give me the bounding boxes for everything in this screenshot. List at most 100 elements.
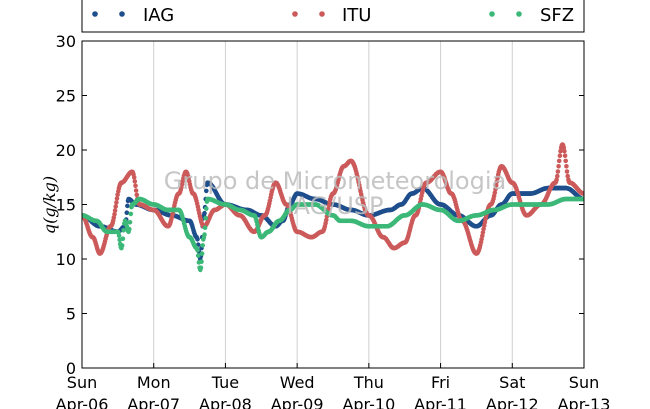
x-tick-date-label: Apr-12 <box>486 395 539 409</box>
data-point <box>112 211 117 217</box>
data-point <box>199 251 205 256</box>
data-point <box>113 204 118 209</box>
data-point <box>125 203 130 209</box>
series-layer <box>82 142 584 273</box>
data-point <box>127 220 133 225</box>
data-point <box>557 153 563 158</box>
data-point <box>112 208 118 213</box>
data-point <box>120 236 126 241</box>
x-tick-date-label: Apr-13 <box>558 395 611 409</box>
legend-marker-itu <box>292 11 298 17</box>
data-point <box>127 226 132 232</box>
legend-entry-sfz: SFZ <box>489 5 574 26</box>
x-tick-date-label: Apr-07 <box>127 395 180 409</box>
x-tick-day-label: Tue <box>211 373 239 392</box>
x-tick-day-label: Mon <box>137 373 171 392</box>
data-point <box>195 247 200 253</box>
data-point <box>555 173 560 179</box>
watermark-line-2: IAG/USP <box>286 192 383 220</box>
data-point <box>581 191 584 196</box>
y-axis-label: q(g/kg) <box>40 176 59 234</box>
legend-marker-sfz <box>516 11 522 17</box>
data-point <box>116 233 122 239</box>
data-point <box>119 243 125 248</box>
x-tick-date-label: Apr-08 <box>199 395 252 409</box>
y-tick-label: 0 <box>66 359 76 378</box>
y-tick-label: 30 <box>56 32 76 51</box>
data-point <box>562 148 567 154</box>
data-point <box>564 164 569 169</box>
data-point <box>134 192 140 198</box>
legend-marker-itu <box>319 11 325 17</box>
data-point <box>204 188 209 194</box>
data-point <box>133 183 138 189</box>
data-point <box>200 243 205 248</box>
data-point <box>124 210 130 215</box>
data-point <box>556 164 561 169</box>
data-point <box>198 265 204 271</box>
data-point <box>554 177 559 182</box>
x-tick-date-label: Apr-10 <box>342 395 395 409</box>
x-tick-day-label: Fri <box>431 373 450 392</box>
legend-marker-sfz <box>489 11 495 17</box>
data-point <box>482 223 487 228</box>
data-point <box>561 145 567 150</box>
data-point <box>492 190 498 195</box>
data-point <box>132 179 138 184</box>
data-point <box>562 153 568 158</box>
y-tick-label: 15 <box>56 196 76 215</box>
x-tick-day-label: Thu <box>353 373 384 392</box>
x-tick-day-label: Sat <box>499 373 525 392</box>
y-tick-label: 20 <box>56 141 76 160</box>
x-tick-date-label: Apr-06 <box>56 395 109 409</box>
data-point <box>128 211 134 217</box>
legend-label-itu: ITU <box>342 5 371 26</box>
data-point <box>114 200 119 205</box>
data-point <box>564 169 570 174</box>
data-point <box>204 206 209 211</box>
legend-label-sfz: SFZ <box>540 5 574 26</box>
data-point <box>563 158 568 164</box>
data-point <box>133 188 139 193</box>
data-point <box>324 217 329 223</box>
data-point <box>558 148 563 154</box>
data-point <box>480 230 486 235</box>
data-point <box>493 186 498 192</box>
x-axis: Sun Apr-06 Mon Apr-07 Tue Apr-08 Wed Apr-09 Thu A… <box>56 363 611 409</box>
data-point <box>121 228 126 233</box>
y-axis: 0 5 10 15 20 25 30 <box>56 32 584 378</box>
data-point <box>199 259 204 265</box>
watermark: Grupo de Micrometeorologia IAG/USP <box>164 167 506 220</box>
data-point <box>195 237 200 242</box>
data-point <box>565 173 570 179</box>
y-tick-label: 10 <box>56 250 76 269</box>
data-point <box>581 196 584 202</box>
data-point <box>480 233 485 239</box>
data-point <box>203 215 208 221</box>
data-point <box>114 196 120 201</box>
y-tick-label: 25 <box>56 87 76 106</box>
x-tick-date-label: Apr-09 <box>271 395 324 409</box>
data-point <box>202 225 208 230</box>
x-tick-day-label: Sun <box>67 373 97 392</box>
data-point <box>556 158 562 164</box>
data-point <box>202 210 207 216</box>
data-point <box>202 232 207 237</box>
x-tick-day-label: Wed <box>280 373 315 392</box>
legend-marker-iag <box>119 11 125 17</box>
legend-label-iag: IAG <box>143 5 174 26</box>
watermark-line-1: Grupo de Micrometeorologia <box>164 167 506 195</box>
x-tick-day-label: Sun <box>569 373 599 392</box>
legend-frame <box>81 0 585 33</box>
data-point <box>481 226 486 232</box>
data-point <box>494 179 500 184</box>
data-point <box>195 253 201 258</box>
x-tick-date-label: Apr-11 <box>414 395 467 409</box>
legend-entry-iag: IAG <box>92 5 174 26</box>
series-sfz <box>82 196 584 273</box>
y-tick-label: 5 <box>66 305 76 324</box>
data-point <box>493 183 499 188</box>
legend-entry-itu: ITU <box>292 5 371 26</box>
legend: IAG ITU SFZ <box>81 0 585 33</box>
